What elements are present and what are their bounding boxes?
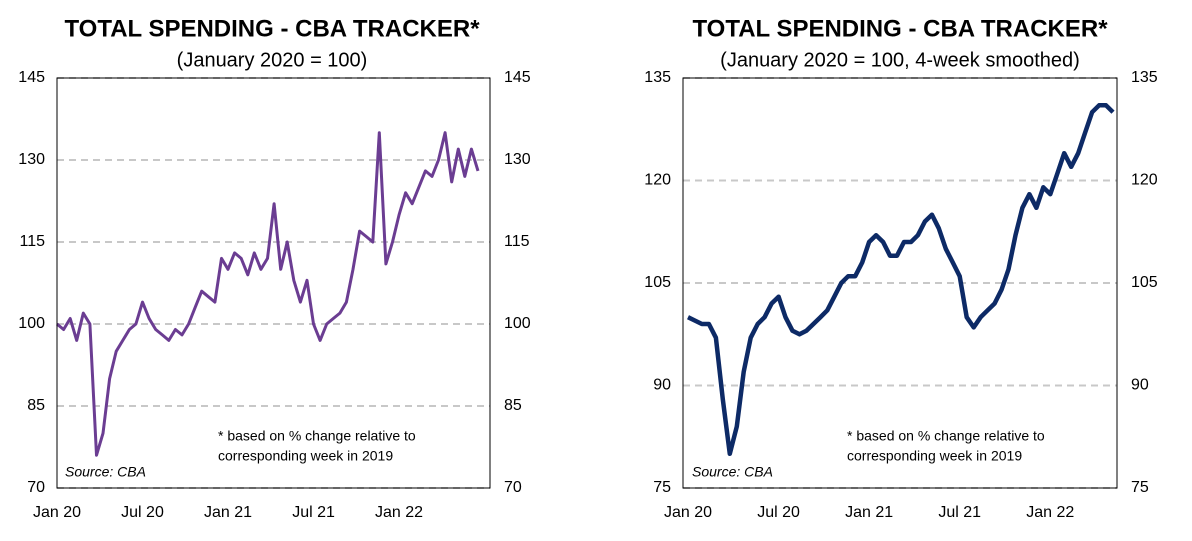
x-tick-label: Jul 20 bbox=[121, 504, 164, 521]
x-tick-label: Jan 20 bbox=[33, 504, 81, 521]
footnote: * based on % change relative to bbox=[218, 428, 416, 444]
y2-tick-label: 85 bbox=[504, 397, 522, 414]
data-line bbox=[56, 131, 480, 457]
x-tick-label: Jan 22 bbox=[1026, 504, 1074, 521]
y2-tick-label: 130 bbox=[504, 151, 531, 168]
y2-tick-label: 120 bbox=[1131, 172, 1158, 189]
x-tick-label: Jul 20 bbox=[757, 504, 800, 521]
y-tick-label: 85 bbox=[27, 397, 45, 414]
source: Source: CBA bbox=[65, 464, 146, 480]
footnote: corresponding week in 2019 bbox=[847, 448, 1022, 464]
y2-tick-label: 70 bbox=[504, 479, 522, 496]
footnote: * based on % change relative to bbox=[847, 428, 1045, 444]
y-tick-label: 115 bbox=[19, 233, 45, 250]
y-tick-label: 130 bbox=[18, 151, 45, 168]
y-tick-label: 70 bbox=[27, 479, 45, 496]
plot-frame bbox=[56, 77, 491, 489]
y-tick-label: 90 bbox=[653, 377, 671, 394]
chart-title: TOTAL SPENDING - CBA TRACKER* bbox=[64, 15, 480, 42]
y2-tick-label: 135 bbox=[1131, 69, 1158, 86]
y2-tick-label: 105 bbox=[1131, 274, 1158, 291]
source: Source: CBA bbox=[692, 464, 773, 480]
y2-tick-label: 90 bbox=[1131, 377, 1149, 394]
chart-subtitle: (January 2020 = 100, 4-week smoothed) bbox=[720, 49, 1080, 71]
x-tick-label: Jan 21 bbox=[845, 504, 893, 521]
y2-tick-label: 145 bbox=[504, 69, 531, 86]
y-tick-label: 105 bbox=[644, 274, 671, 291]
y-tick-label: 100 bbox=[18, 315, 45, 332]
y-tick-label: 120 bbox=[644, 172, 671, 189]
y2-tick-label: 100 bbox=[504, 315, 531, 332]
plot-frame bbox=[682, 77, 1118, 489]
x-tick-label: Jul 21 bbox=[938, 504, 981, 521]
chart-subtitle: (January 2020 = 100) bbox=[177, 49, 368, 71]
x-tick-label: Jan 20 bbox=[664, 504, 712, 521]
y-tick-label: 135 bbox=[644, 69, 671, 86]
data-line bbox=[687, 103, 1115, 457]
chart: TOTAL SPENDING - CBA TRACKER* (January 20… bbox=[644, 15, 1158, 521]
y-tick-label: 75 bbox=[653, 479, 671, 496]
y2-tick-label: 115 bbox=[504, 233, 530, 250]
footnote: corresponding week in 2019 bbox=[218, 448, 393, 464]
y-tick-label: 145 bbox=[18, 69, 45, 86]
y2-tick-label: 75 bbox=[1131, 479, 1149, 496]
chart: TOTAL SPENDING - CBA TRACKER* (January 20… bbox=[18, 15, 531, 521]
chart-title: TOTAL SPENDING - CBA TRACKER* bbox=[692, 15, 1108, 42]
x-tick-label: Jan 21 bbox=[204, 504, 252, 521]
x-tick-label: Jan 22 bbox=[375, 504, 423, 521]
x-tick-label: Jul 21 bbox=[292, 504, 335, 521]
